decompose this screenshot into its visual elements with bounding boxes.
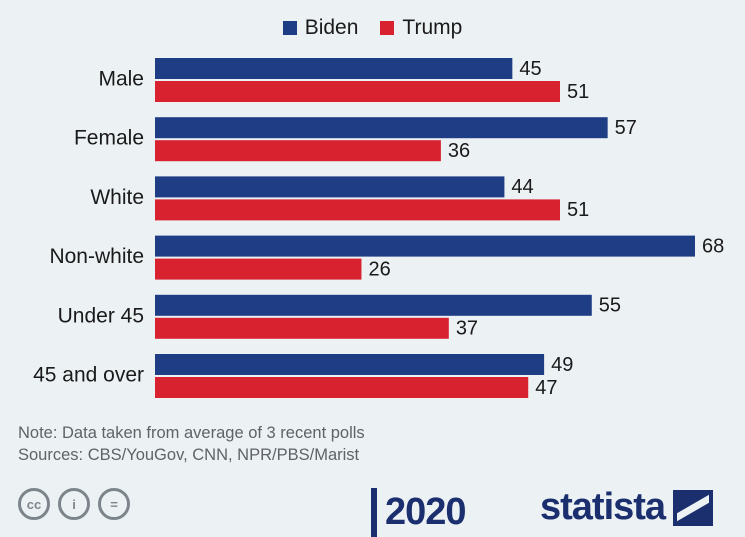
- value-label-biden: 68: [702, 235, 724, 257]
- bar-biden: [155, 294, 592, 316]
- bar-trump: [155, 258, 362, 280]
- value-label-trump: 47: [535, 377, 557, 399]
- no-derivatives-icon[interactable]: =: [98, 488, 130, 520]
- legend-label-biden: Biden: [304, 16, 359, 39]
- value-label-biden: 55: [599, 295, 621, 317]
- legend-item-trump: Trump: [380, 16, 462, 40]
- logo-2020-text: 2020: [385, 491, 467, 533]
- license-icons: cc i =: [18, 488, 130, 520]
- bar-trump: [155, 81, 560, 102]
- bar-trump: [155, 317, 449, 339]
- value-label-biden: 57: [615, 117, 637, 139]
- statista-logo[interactable]: statista: [540, 486, 714, 529]
- attribution-icon[interactable]: i: [58, 488, 90, 520]
- value-label-biden: 44: [511, 176, 533, 198]
- bar-trump: [155, 199, 560, 221]
- bar-biden: [155, 235, 695, 257]
- category-label: White: [90, 186, 144, 209]
- legend: Biden Trump: [0, 16, 745, 40]
- bar-biden: [155, 176, 505, 198]
- legend-swatch-biden: [282, 21, 297, 35]
- value-label-trump: 51: [567, 81, 589, 103]
- legend-swatch-trump: [380, 21, 395, 35]
- category-label: Male: [98, 68, 144, 91]
- bar-biden: [155, 354, 545, 375]
- cc-icon[interactable]: cc: [18, 488, 50, 520]
- value-label-trump: 37: [456, 318, 478, 340]
- bar-chart: Male 45 51 Female 57 36 White 44 51 Non-white 68 26…: [33, 58, 724, 399]
- note-text: Note: Data taken from average of 3 recen…: [18, 424, 365, 442]
- legend-label-trump: Trump: [402, 16, 463, 39]
- value-label-trump: 36: [448, 140, 470, 162]
- bar-biden: [155, 117, 608, 139]
- logo-2020-bar: [371, 488, 377, 537]
- bar-trump: [155, 377, 529, 398]
- category-label: Non-white: [49, 245, 144, 268]
- chart-notes: Note: Data taken from average of 3 recen…: [18, 422, 365, 466]
- statista-logo-text: statista: [540, 486, 666, 528]
- logo-2020: 2020: [371, 488, 467, 537]
- category-label: Under 45: [58, 304, 144, 327]
- value-label-trump: 26: [368, 258, 390, 280]
- legend-item-biden: Biden: [282, 16, 359, 40]
- statista-mark-icon: [673, 489, 714, 526]
- bar-trump: [155, 140, 441, 162]
- category-label: Female: [74, 127, 144, 150]
- value-label-biden: 49: [551, 354, 573, 376]
- footer: cc i = 2020 statista: [0, 480, 745, 537]
- category-label: 45 and over: [33, 364, 144, 387]
- sources-text: Sources: CBS/YouGov, CNN, NPR/PBS/Marist: [18, 446, 360, 464]
- value-label-biden: 45: [519, 58, 541, 80]
- bar-biden: [155, 58, 513, 79]
- value-label-trump: 51: [567, 199, 589, 221]
